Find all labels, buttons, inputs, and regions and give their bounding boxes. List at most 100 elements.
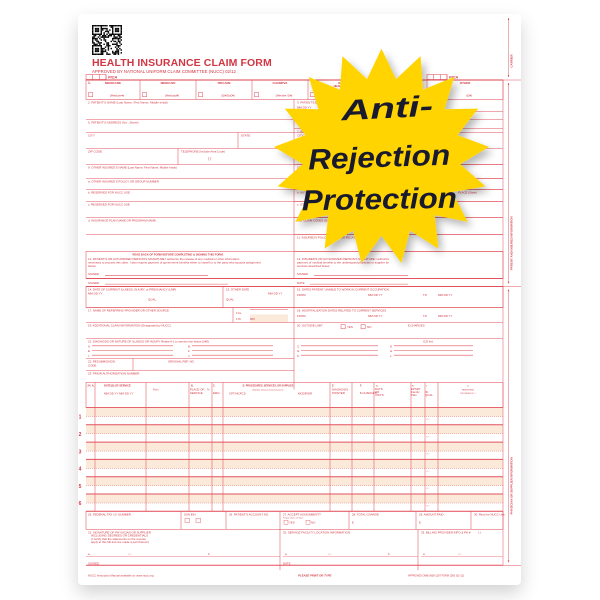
svg-text:DATE: DATE	[297, 281, 305, 285]
svg-text:MM DD YY: MM DD YY	[88, 292, 102, 296]
svg-text:17. NAME OF REFERRING PROVIDER: 17. NAME OF REFERRING PROVIDER OR OTHER …	[88, 309, 169, 313]
svg-text:YES: YES	[347, 325, 353, 329]
svg-text:I.: I.	[426, 386, 428, 388]
svg-text:c. RESERVED FOR NUCC USE: c. RESERVED FOR NUCC USE	[88, 203, 130, 207]
svg-text:19. ADDITIONAL CLAIM INFORMATI: 19. ADDITIONAL CLAIM INFORMATION (Design…	[88, 324, 171, 328]
svg-text:YES: YES	[289, 521, 295, 525]
svg-text:18. HOSPITALIZATION DATES RELA: 18. HOSPITALIZATION DATES RELATED TO CUR…	[297, 309, 386, 313]
svg-text:SIGNED: SIGNED	[297, 272, 308, 276]
svg-text:a. OTHER INSURED'S POLICY OR G: a. OTHER INSURED'S POLICY OR GROUP NUMBE…	[88, 180, 159, 184]
svg-text:B.: B.	[188, 345, 191, 349]
svg-text:RENDERING: RENDERING	[462, 390, 474, 392]
svg-text:TO: TO	[423, 293, 428, 297]
svg-text:5: 5	[79, 484, 82, 490]
svg-text:5. PATIENT'S ADDRESS (No., St: 5. PATIENT'S ADDRESS (No., Street)	[88, 121, 138, 125]
svg-text:CARRIER: CARRIER	[510, 54, 514, 68]
svg-text:33. BILLING PROVIDER INFO & PH: 33. BILLING PROVIDER INFO & PH #	[421, 530, 471, 534]
svg-text:PLACE (State): PLACE (State)	[458, 191, 477, 195]
svg-text:NPI: NPI	[426, 419, 430, 421]
svg-text:MM DD YY: MM DD YY	[268, 292, 282, 296]
svg-text:G.: G.	[297, 349, 300, 353]
svg-text:b. RESERVED FOR NUCC USE: b. RESERVED FOR NUCC USE	[88, 191, 130, 195]
svg-text:1: 1	[79, 415, 82, 421]
svg-text:MM DD YY: MM DD YY	[438, 314, 452, 318]
svg-text:D. PROCEDURES, SERVICES, OR SU: D. PROCEDURES, SERVICES, OR SUPPLIES	[243, 385, 294, 388]
svg-text:MM DD YY: MM DD YY	[438, 293, 452, 297]
svg-text:25. FEDERAL TAX I.D. NUMBER: 25. FEDERAL TAX I.D. NUMBER	[88, 512, 131, 516]
svg-text:J.: J.	[188, 354, 190, 358]
svg-text:CPT/HCPCS: CPT/HCPCS	[229, 392, 246, 396]
svg-text:From: From	[153, 390, 158, 392]
svg-text:D.: D.	[390, 345, 393, 349]
svg-text:(Explain Unusual Circumstances: (Explain Unusual Circumstances)	[253, 389, 284, 392]
svg-text:23. PRIOR AUTHORIZATION NUMBER: 23. PRIOR AUTHORIZATION NUMBER	[88, 372, 139, 376]
svg-text:APPROVED OMB-0938-1197 FORM 15: APPROVED OMB-0938-1197 FORM 1500 (02-12)	[408, 574, 464, 577]
svg-text:FROM: FROM	[297, 293, 306, 297]
svg-text:(Medicare#): (Medicare#)	[110, 94, 124, 98]
svg-text:C.: C.	[213, 385, 216, 388]
svg-text:QUAL.: QUAL.	[425, 393, 434, 397]
svg-text:4: 4	[79, 467, 82, 473]
svg-text:2. PATIENT'S NAME (Last Name,: 2. PATIENT'S NAME (Last Name, First Name…	[88, 101, 168, 105]
svg-text:services described below.: services described below.	[297, 264, 330, 268]
svg-text:To: To	[207, 390, 210, 392]
svg-text:15. OTHER DATE: 15. OTHER DATE	[226, 288, 249, 292]
svg-text:POINTER: POINTER	[332, 391, 345, 395]
svg-text:b.: b.	[208, 552, 211, 556]
svg-text:6: 6	[79, 501, 82, 507]
svg-text:$ CHARGES: $ CHARGES	[408, 324, 425, 328]
svg-text:CHAMPVA: CHAMPVA	[273, 81, 289, 85]
svg-text:SIGNED: SIGNED	[88, 272, 99, 276]
svg-text:NPI: NPI	[426, 471, 430, 473]
svg-text:I.: I.	[88, 354, 90, 358]
svg-text:Plan: Plan	[411, 393, 417, 397]
svg-text:24. A.: 24. A.	[88, 384, 95, 388]
svg-text:$: $	[352, 520, 354, 524]
svg-text:SERVICE: SERVICE	[190, 391, 203, 395]
svg-text:SSN EIN: SSN EIN	[184, 512, 196, 516]
svg-text:MM DD YY: MM DD YY	[368, 314, 382, 318]
svg-text:L.: L.	[390, 354, 393, 358]
svg-text:SIGNED: SIGNED	[88, 562, 99, 566]
svg-text:DATE(S) OF SERVICE: DATE(S) OF SERVICE	[104, 384, 131, 388]
svg-text:NPI: NPI	[128, 554, 132, 556]
svg-text:32. SERVICE FACILITY LOCATION: 32. SERVICE FACILITY LOCATION INFORMATIO…	[283, 530, 350, 534]
svg-text:NPI: NPI	[426, 436, 430, 438]
svg-text:(ID#): (ID#)	[466, 94, 472, 98]
svg-text:MEDICARE: MEDICARE	[105, 81, 121, 85]
svg-text:ZIP CODE: ZIP CODE	[88, 150, 102, 154]
svg-text:F.: F.	[360, 385, 362, 388]
svg-text:16. DATES PATIENT UNABLE TO WO: 16. DATES PATIENT UNABLE TO WORK IN CURR…	[297, 288, 389, 292]
svg-text:C.: C.	[297, 345, 300, 349]
svg-text:E.: E.	[88, 349, 91, 353]
svg-text:NO: NO	[311, 521, 316, 525]
svg-text:NPI: NPI	[458, 554, 462, 556]
svg-text:(Member ID#): (Member ID#)	[276, 94, 293, 98]
svg-text:27. ACCEPT ASSIGNMENT?: 27. ACCEPT ASSIGNMENT?	[283, 512, 321, 516]
svg-text:TELEPHONE (Include Area Code): TELEPHONE (Include Area Code)	[181, 150, 225, 154]
svg-text:PLEASE PRINT OR TYPE: PLEASE PRINT OR TYPE	[298, 573, 332, 577]
svg-text:K.: K.	[297, 354, 300, 358]
svg-text:( ): ( )	[478, 530, 481, 534]
svg-text:Protection: Protection	[302, 183, 458, 218]
svg-text:CITY: CITY	[88, 134, 95, 138]
svg-text:30. Rsvd for NUCC Use: 30. Rsvd for NUCC Use	[474, 512, 505, 516]
svg-text:CODE: CODE	[88, 363, 96, 367]
svg-text:NPI: NPI	[426, 506, 430, 508]
svg-text:NPI: NPI	[250, 317, 255, 321]
svg-text:necessary to process this clai: necessary to process this claim. I also …	[88, 260, 261, 264]
svg-text:(ID#/DoD#): (ID#/DoD#)	[221, 94, 235, 98]
svg-text:UNITS: UNITS	[375, 393, 384, 397]
svg-text:ORIGINAL REF. NO.: ORIGINAL REF. NO.	[168, 360, 195, 364]
svg-text:MEDICAID: MEDICAID	[161, 81, 177, 85]
svg-text:F.: F.	[188, 349, 190, 353]
svg-text:OTHER: OTHER	[460, 81, 471, 85]
svg-text:3: 3	[79, 449, 82, 455]
svg-text:NUCC Instruction Manual availa: NUCC Instruction Manual available at: ww…	[88, 573, 154, 577]
svg-text:MM DD YY: MM DD YY	[368, 293, 382, 297]
svg-text:SIGNED: SIGNED	[88, 281, 99, 285]
svg-text:MM DD YY MM: MM DD YY MM DD YY	[104, 392, 134, 396]
svg-text:PICA: PICA	[108, 76, 117, 80]
svg-text:H.: H.	[390, 349, 393, 353]
svg-text:QUAL.: QUAL.	[148, 298, 157, 302]
